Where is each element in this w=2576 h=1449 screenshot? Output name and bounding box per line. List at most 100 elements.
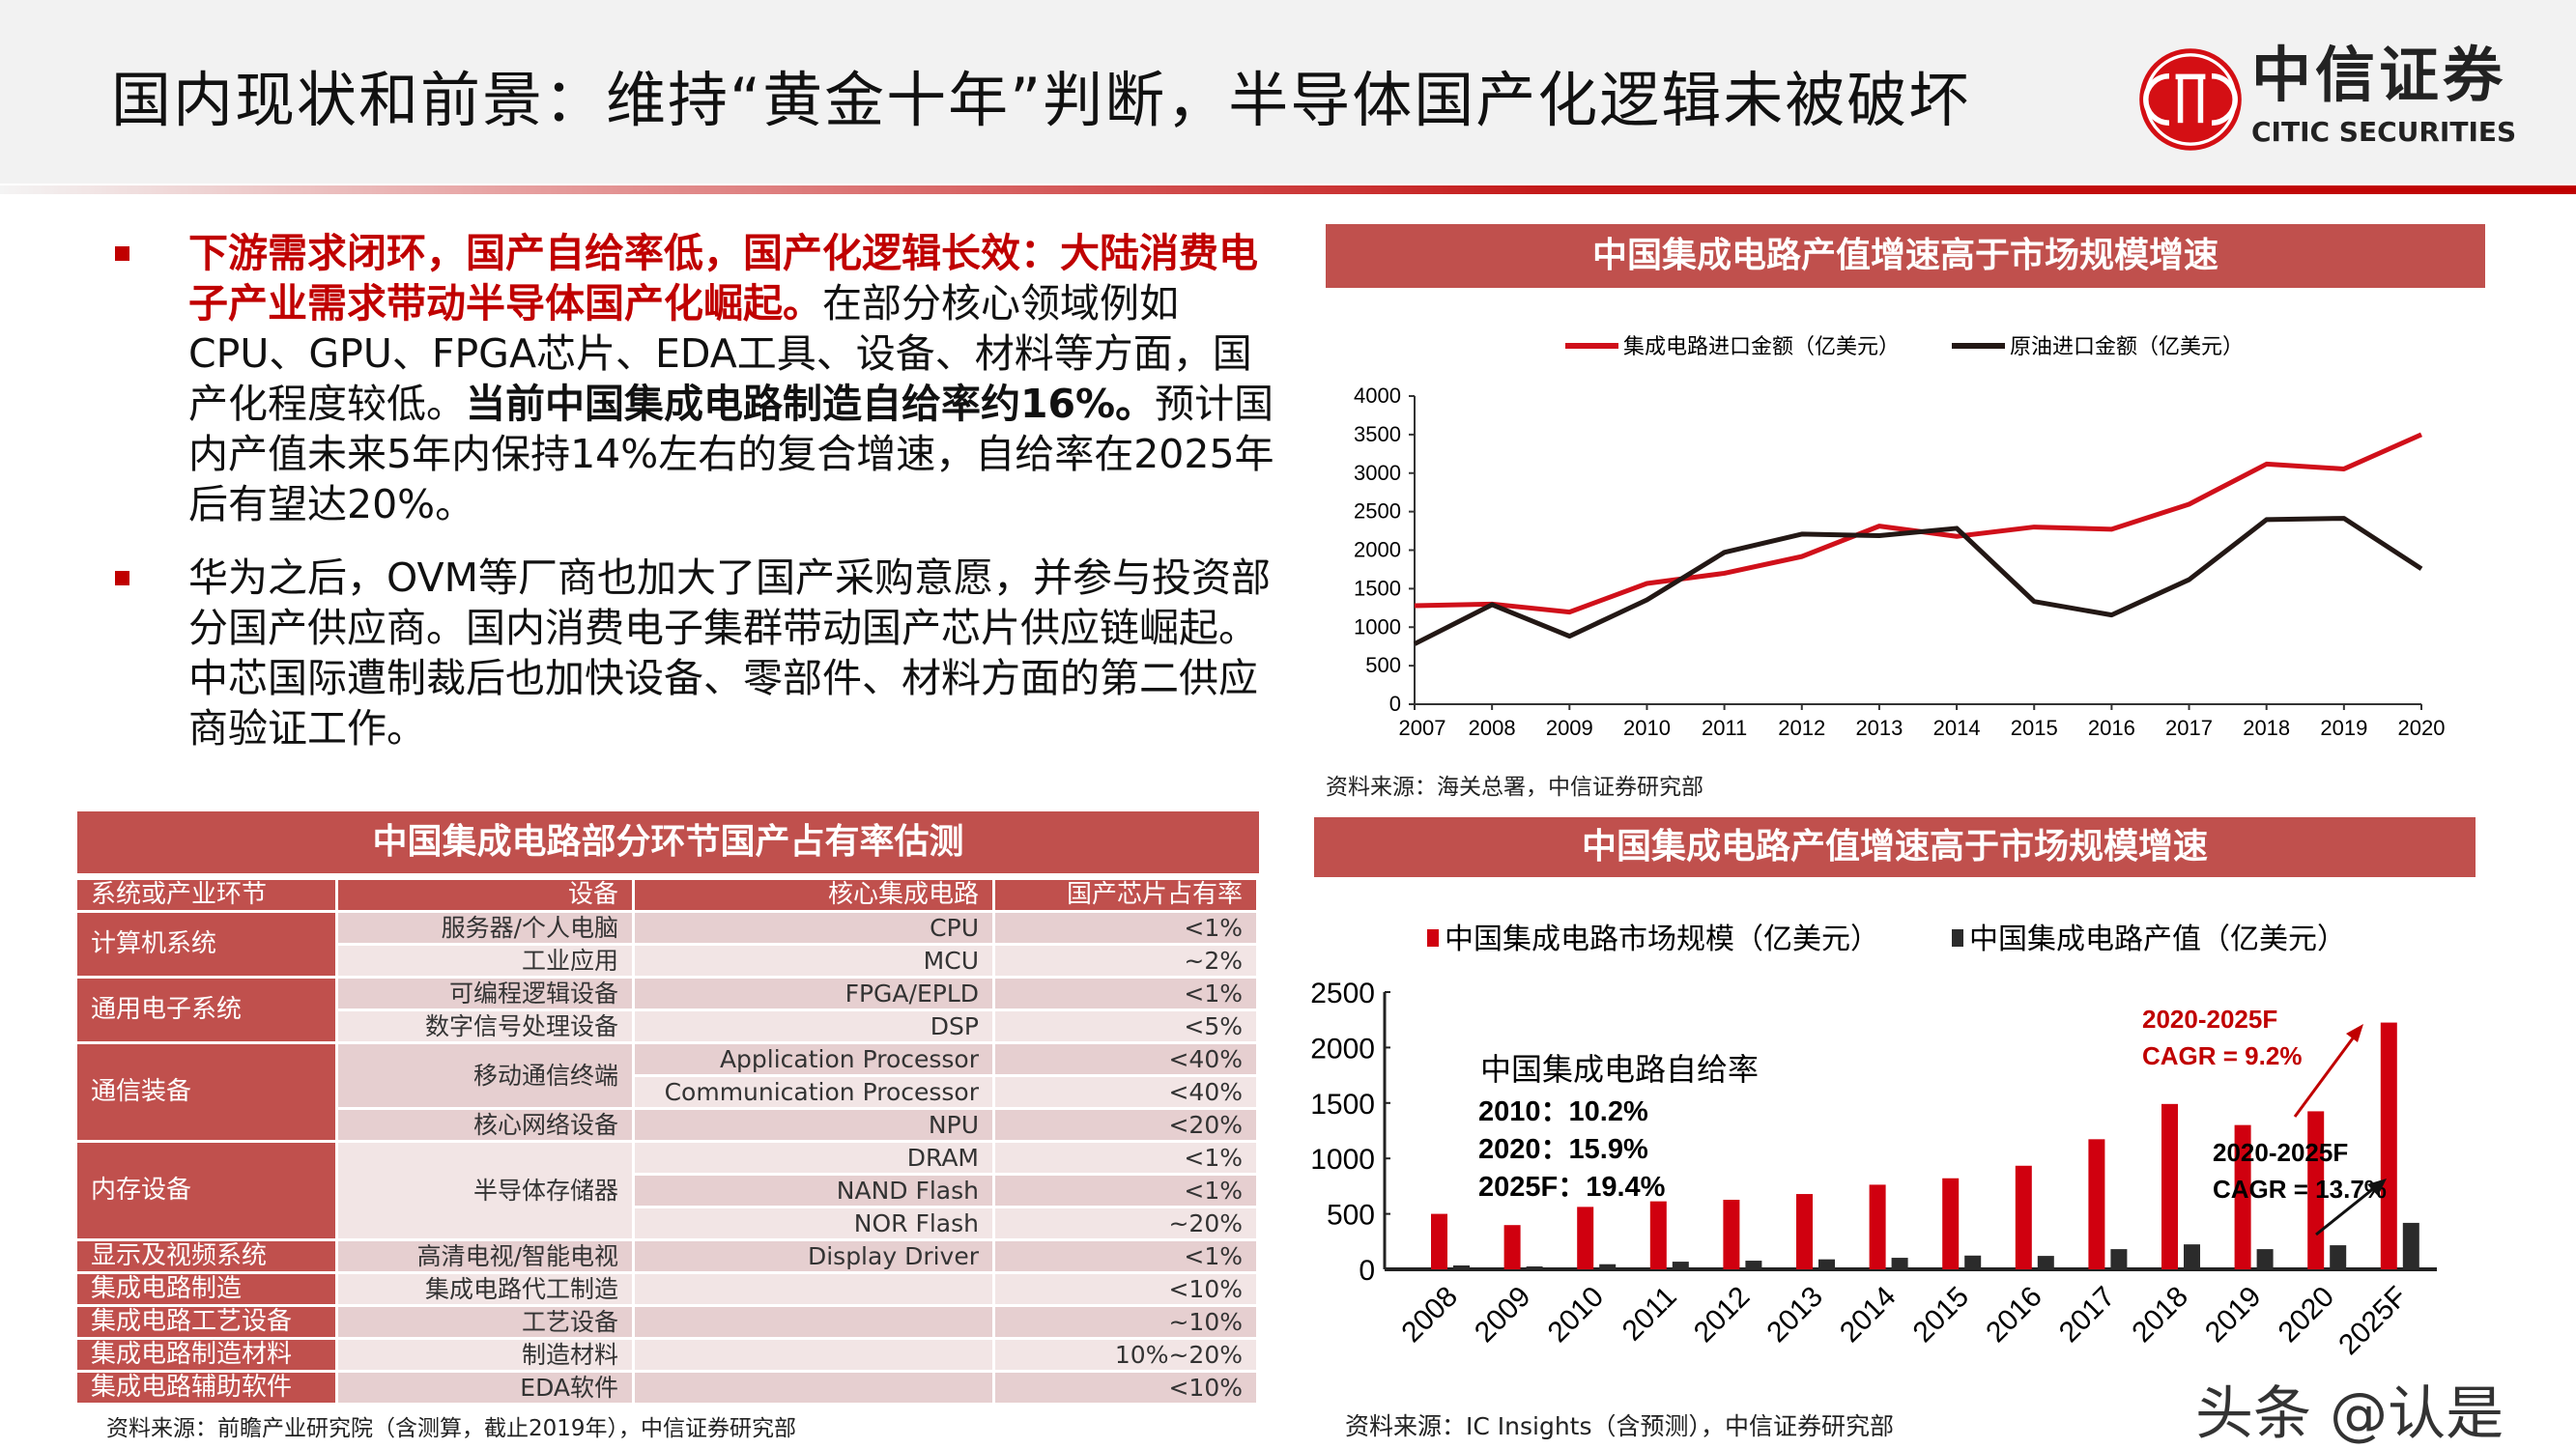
bar-market: [1431, 1213, 1447, 1269]
table-row: 集成电路辅助软件 EDA软件 <10%: [77, 1373, 1259, 1403]
device-cell: EDA软件: [338, 1373, 635, 1403]
line-chart-title: 中国集成电路产值增速高于市场规模增速: [1326, 224, 2485, 288]
bullet-text: 华为之后，OVM等厂商也加大了国产采购意愿，并参与投资部分国产供应商。国内消费电…: [188, 554, 1271, 752]
x-tick-label: 2014: [1933, 716, 1981, 740]
group-cell: 集成电路制造材料: [77, 1340, 338, 1370]
device-cell: 高清电视/智能电视: [338, 1241, 635, 1271]
x-tick-label: 2014: [1834, 1281, 1903, 1350]
share-table: 系统或产业环节 设备 核心集成电路 国产芯片占有率 计算机系统 服务器/个人电脑 CPU <1…: [77, 877, 1259, 1406]
table-title: 中国集成电路部分环节国产占有率估测: [77, 811, 1259, 873]
bar-chart-title: 中国集成电路产值增速高于市场规模增速: [1314, 817, 2476, 877]
ratio-line: 2020：15.9%: [1478, 1134, 1648, 1165]
chip-cell: [635, 1307, 995, 1337]
bar-output: [2256, 1249, 2274, 1269]
chip-cell: DSP: [635, 1011, 995, 1041]
bar-market: [1577, 1207, 1594, 1269]
group-cell: 通信装备: [77, 1044, 338, 1140]
series-line-0: [1414, 432, 2423, 615]
table-row: 集成电路工艺设备 工艺设备 ~10%: [77, 1307, 1259, 1337]
table-row: 集成电路制造 集成电路代工制造 <10%: [77, 1274, 1259, 1304]
x-tick-label: 2010: [1542, 1281, 1611, 1350]
y-tick-label: 500: [1365, 653, 1401, 677]
chip-cell: [635, 1373, 995, 1403]
legend-label: 中国集成电路市场规模（亿美元）: [1445, 923, 1879, 955]
chip-cell: [635, 1274, 995, 1304]
slide-title: 国内现状和前景：维持“黄金十年”判断，半导体国产化逻辑未被破坏: [111, 65, 1971, 135]
share-cell: <5%: [995, 1011, 1259, 1041]
bar-output: [1818, 1259, 1835, 1269]
column-header: 核心集成电路: [635, 880, 995, 910]
share-cell: <10%: [995, 1373, 1259, 1403]
group-cell: 内存设备: [77, 1143, 338, 1238]
table-row: 核心网络设备 NPU <20%: [77, 1110, 1259, 1140]
slide-header: 国内现状和前景：维持“黄金十年”判断，半导体国产化逻辑未被破坏 中信证券 CIT…: [0, 0, 2576, 184]
y-tick-label: 4000: [1354, 384, 1401, 408]
table-row: 显示及视频系统 高清电视/智能电视 Display Driver <1%: [77, 1241, 1259, 1271]
table-row: 集成电路制造材料 制造材料 10%~20%: [77, 1340, 1259, 1370]
column-header: 系统或产业环节: [77, 880, 338, 910]
group-cell: 集成电路辅助软件: [77, 1373, 338, 1403]
bar-output: [1964, 1255, 1982, 1269]
bullet-list: 下游需求闭环，国产自给率低，国产化逻辑长效：大陆消费电子产业需求带动半导体国产化…: [111, 228, 1285, 777]
y-tick-label: 3000: [1354, 461, 1401, 485]
share-cell: <1%: [995, 1241, 1259, 1271]
x-tick-label: 2016: [1980, 1281, 2048, 1350]
bar-market: [1723, 1200, 1740, 1269]
x-tick-label: 2012: [1778, 716, 1825, 740]
table-source: 资料来源：前瞻产业研究院（含测算，截止2019年），中信证券研究部: [106, 1416, 797, 1441]
table-row: 工业应用 MCU ~2%: [77, 946, 1259, 976]
black-arrowhead-icon: [2367, 1179, 2387, 1196]
ratio-title: 中国集成电路自给率: [1480, 1052, 1759, 1087]
table-row: 数字信号处理设备 DSP <5%: [77, 1011, 1259, 1041]
chip-cell: Communication Processor: [635, 1077, 995, 1107]
bullet-item: 下游需求闭环，国产自给率低，国产化逻辑长效：大陆消费电子产业需求带动半导体国产化…: [111, 228, 1285, 529]
bar-market: [2015, 1165, 2032, 1269]
group-cell: 集成电路工艺设备: [77, 1307, 338, 1337]
column-header: 国产芯片占有率: [995, 880, 1259, 910]
device-cell: 制造材料: [338, 1340, 635, 1370]
chip-cell: Application Processor: [635, 1044, 995, 1074]
share-cell: <1%: [995, 913, 1259, 943]
black-arrow-icon: [2315, 1182, 2380, 1236]
bar-output: [1526, 1266, 1543, 1269]
share-cell: <40%: [995, 1044, 1259, 1074]
share-cell: <10%: [995, 1274, 1259, 1304]
logo-text-cn: 中信证券: [2251, 40, 2507, 110]
bar-market: [1649, 1201, 1667, 1269]
black-cagr-label: 2020-2025F: [2213, 1138, 2348, 1167]
legend-label: 中国集成电路产值（亿美元）: [1969, 923, 2346, 955]
bar-chart-source: 资料来源：IC Insights（含预测），中信证券研究部: [1345, 1412, 1895, 1440]
logo-text-en: CITIC SECURITIES: [2251, 116, 2517, 148]
y-tick-label: 1500: [1354, 576, 1401, 600]
group-cell: 显示及视频系统: [77, 1241, 338, 1271]
chip-cell: [635, 1340, 995, 1370]
black-cagr-label: CAGR = 13.7%: [2213, 1175, 2387, 1204]
bar-market: [2234, 1124, 2251, 1269]
x-tick-label: 2018: [2126, 1281, 2194, 1350]
share-cell: <40%: [995, 1077, 1259, 1107]
y-tick-label: 0: [1389, 692, 1401, 716]
x-tick-label: 2008: [1469, 716, 1516, 740]
red-arrowhead-icon: [2346, 1024, 2363, 1042]
table-row: 通用电子系统 可编程逻辑设备 FPGA/EPLD <1%: [77, 979, 1259, 1041]
y-tick-label: 2000: [1310, 1033, 1375, 1065]
share-cell: ~2%: [995, 946, 1259, 976]
bar-output: [1891, 1258, 1908, 1269]
y-tick-label: 1000: [1354, 614, 1401, 639]
x-tick-label: 2011: [1702, 716, 1747, 740]
group-cell: 通用电子系统: [77, 979, 338, 1041]
table-row: 内存设备 半导体存储器 DRAM <1%: [77, 1143, 1259, 1238]
device-cell: 核心网络设备: [338, 1110, 635, 1140]
citic-logo-icon: [2139, 48, 2242, 151]
red-cagr-label: CAGR = 9.2%: [2142, 1041, 2302, 1070]
y-tick-label: 2500: [1310, 978, 1375, 1009]
bar-output: [1672, 1262, 1689, 1269]
x-tick-label: 2015: [2011, 716, 2058, 740]
ratio-line: 2010：10.2%: [1478, 1096, 1648, 1127]
legend-swatch: [1427, 929, 1439, 947]
bar-market: [2380, 1022, 2397, 1269]
chip-cell: FPGA/EPLD: [635, 979, 995, 1009]
legend-swatch: [1952, 929, 1963, 947]
y-tick-label: 500: [1327, 1200, 1375, 1232]
bar-output: [1453, 1264, 1470, 1269]
